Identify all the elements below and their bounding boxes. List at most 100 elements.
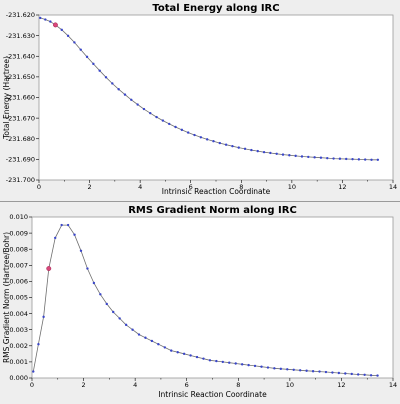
gradient-data-point[interactable] xyxy=(189,354,192,357)
energy-data-point[interactable] xyxy=(39,16,42,20)
gradient-data-point[interactable] xyxy=(170,349,173,352)
gradient-data-point[interactable] xyxy=(99,293,102,296)
gradient-data-point[interactable] xyxy=(240,363,244,366)
gradient-data-point[interactable] xyxy=(311,370,315,373)
gradient-data-point[interactable] xyxy=(42,315,45,319)
gradient-data-point[interactable] xyxy=(66,223,70,227)
gradient-data-point[interactable] xyxy=(273,367,276,370)
gradient-data-point[interactable] xyxy=(182,352,186,356)
energy-data-point[interactable] xyxy=(79,48,82,51)
energy-data-point[interactable] xyxy=(326,156,329,160)
gradient-data-point[interactable] xyxy=(331,371,334,374)
gradient-data-point[interactable] xyxy=(298,369,302,372)
gradient-data-point[interactable] xyxy=(157,342,160,346)
gradient-data-point[interactable] xyxy=(356,373,360,376)
energy-data-point[interactable] xyxy=(250,148,253,152)
energy-current-point[interactable] xyxy=(52,22,58,28)
energy-data-point[interactable] xyxy=(332,157,335,160)
energy-data-point[interactable] xyxy=(111,82,114,85)
gradient-data-point[interactable] xyxy=(73,233,76,236)
gradient-data-point[interactable] xyxy=(221,360,225,364)
gradient-data-point[interactable] xyxy=(228,361,231,364)
gradient-data-point[interactable] xyxy=(260,365,263,368)
gradient-data-point[interactable] xyxy=(369,374,373,377)
energy-data-point[interactable] xyxy=(269,151,272,155)
gradient-data-point[interactable] xyxy=(118,317,121,320)
gradient-data-point[interactable] xyxy=(279,367,283,371)
gradient-data-point[interactable] xyxy=(350,372,353,376)
energy-data-point[interactable] xyxy=(117,88,120,91)
gradient-data-point[interactable] xyxy=(376,374,379,377)
energy-data-point[interactable] xyxy=(136,103,139,106)
energy-data-point[interactable] xyxy=(130,98,133,101)
energy-data-point[interactable] xyxy=(205,138,209,141)
energy-data-point[interactable] xyxy=(155,115,158,119)
gradient-data-point[interactable] xyxy=(54,236,57,240)
energy-data-point[interactable] xyxy=(262,150,266,154)
energy-data-point[interactable] xyxy=(49,20,52,23)
gradient-data-point[interactable] xyxy=(363,373,366,376)
gradient-data-point[interactable] xyxy=(112,310,115,314)
gradient-data-point[interactable] xyxy=(286,368,289,371)
gradient-data-point[interactable] xyxy=(176,351,179,354)
gradient-data-point[interactable] xyxy=(163,346,166,349)
energy-data-point[interactable] xyxy=(60,28,63,32)
energy-data-point[interactable] xyxy=(149,111,152,115)
gradient-data-point[interactable] xyxy=(195,355,199,359)
gradient-data-point[interactable] xyxy=(32,370,35,373)
energy-data-point[interactable] xyxy=(363,158,367,161)
energy-data-point[interactable] xyxy=(288,154,291,157)
energy-data-point[interactable] xyxy=(294,154,297,158)
energy-data-point[interactable] xyxy=(92,62,95,66)
energy-data-point[interactable] xyxy=(307,155,310,159)
energy-data-point[interactable] xyxy=(123,93,127,96)
gradient-current-point[interactable] xyxy=(46,266,52,271)
gradient-data-point[interactable] xyxy=(37,342,40,346)
gradient-data-point[interactable] xyxy=(318,370,321,373)
energy-data-point[interactable] xyxy=(313,156,316,159)
gradient-data-point[interactable] xyxy=(144,336,147,339)
gradient-data-point[interactable] xyxy=(215,359,218,363)
energy-data-point[interactable] xyxy=(212,140,215,143)
gradient-data-point[interactable] xyxy=(105,302,108,306)
gradient-data-point[interactable] xyxy=(344,372,347,375)
energy-data-point[interactable] xyxy=(231,144,234,148)
gradient-data-point[interactable] xyxy=(208,359,212,362)
energy-data-point[interactable] xyxy=(85,55,89,59)
gradient-data-point[interactable] xyxy=(124,323,128,327)
energy-data-point[interactable] xyxy=(186,131,190,134)
energy-data-point[interactable] xyxy=(98,69,101,72)
energy-data-point[interactable] xyxy=(104,76,108,79)
gradient-data-point[interactable] xyxy=(202,357,205,360)
gradient-data-point[interactable] xyxy=(86,267,89,270)
gradient-data-point[interactable] xyxy=(305,369,308,372)
energy-data-point[interactable] xyxy=(338,157,342,160)
energy-data-point[interactable] xyxy=(376,158,380,161)
energy-data-point[interactable] xyxy=(161,119,165,122)
energy-data-point[interactable] xyxy=(73,41,76,44)
gradient-data-point[interactable] xyxy=(253,364,257,368)
energy-data-point[interactable] xyxy=(224,143,228,146)
gradient-data-point[interactable] xyxy=(79,249,83,253)
energy-data-point[interactable] xyxy=(300,155,304,158)
energy-data-point[interactable] xyxy=(142,107,146,111)
gradient-data-point[interactable] xyxy=(292,368,295,371)
gradient-data-point[interactable] xyxy=(137,333,141,336)
energy-data-point[interactable] xyxy=(243,147,247,151)
gradient-data-point[interactable] xyxy=(92,281,96,285)
gradient-data-point[interactable] xyxy=(234,362,237,365)
energy-data-point[interactable] xyxy=(237,146,240,149)
gradient-data-point[interactable] xyxy=(337,371,341,375)
energy-data-point[interactable] xyxy=(44,18,47,21)
gradient-data-point[interactable] xyxy=(247,363,250,367)
energy-data-point[interactable] xyxy=(218,141,221,145)
energy-data-point[interactable] xyxy=(357,158,361,161)
gradient-data-point[interactable] xyxy=(131,328,134,331)
energy-data-point[interactable] xyxy=(168,122,171,126)
energy-data-point[interactable] xyxy=(275,152,278,156)
energy-data-point[interactable] xyxy=(174,125,177,129)
gradient-data-point[interactable] xyxy=(150,339,154,343)
energy-data-point[interactable] xyxy=(319,156,323,159)
energy-data-point[interactable] xyxy=(193,133,196,137)
energy-data-point[interactable] xyxy=(345,157,348,161)
